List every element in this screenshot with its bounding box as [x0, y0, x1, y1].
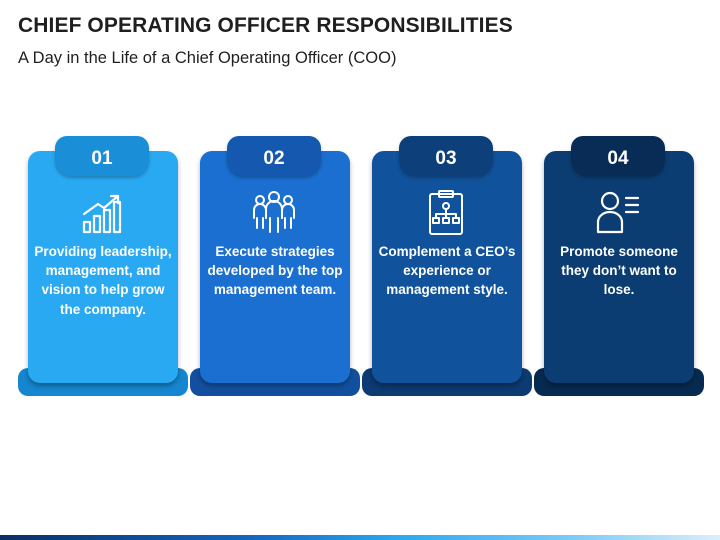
card-tab — [571, 136, 665, 176]
card-tab — [399, 136, 493, 176]
person-list-icon — [594, 188, 642, 236]
team-group-icon — [250, 188, 298, 236]
card-tab — [55, 136, 149, 176]
responsibility-card-3: 03 Complement a CEO’s experience or mana… — [362, 136, 538, 398]
card-number: 03 — [435, 148, 457, 169]
card-body — [200, 151, 350, 383]
growth-chart-icon — [78, 188, 126, 236]
card-number: 02 — [263, 148, 285, 169]
clipboard-org-chart-icon — [422, 188, 470, 236]
bottom-accent-bar — [0, 535, 720, 540]
card-description: Execute strategies developed by the top … — [207, 244, 343, 298]
responsibility-card-2: 02 Execute strategies developed by the t… — [190, 136, 366, 398]
responsibility-card-1: 01 Providing leadership, management, and… — [18, 136, 194, 398]
card-body — [544, 151, 694, 383]
card-description: Promote someone they don’t want to lose. — [560, 244, 678, 298]
card-body — [28, 151, 178, 383]
card-number: 01 — [91, 148, 113, 169]
card-description: Providing leadership, management, and vi… — [34, 244, 172, 317]
responsibility-card-4: 04 Promote someone they don’t want to lo… — [534, 136, 710, 398]
card-body — [372, 151, 522, 383]
card-description: Complement a CEO’s experience or managem… — [378, 244, 516, 298]
page-title: CHIEF OPERATING OFFICER RESPONSIBILITIES — [18, 14, 513, 37]
card-number: 04 — [607, 148, 629, 169]
card-tab — [227, 136, 321, 176]
page-subtitle: A Day in the Life of a Chief Operating O… — [18, 49, 397, 67]
